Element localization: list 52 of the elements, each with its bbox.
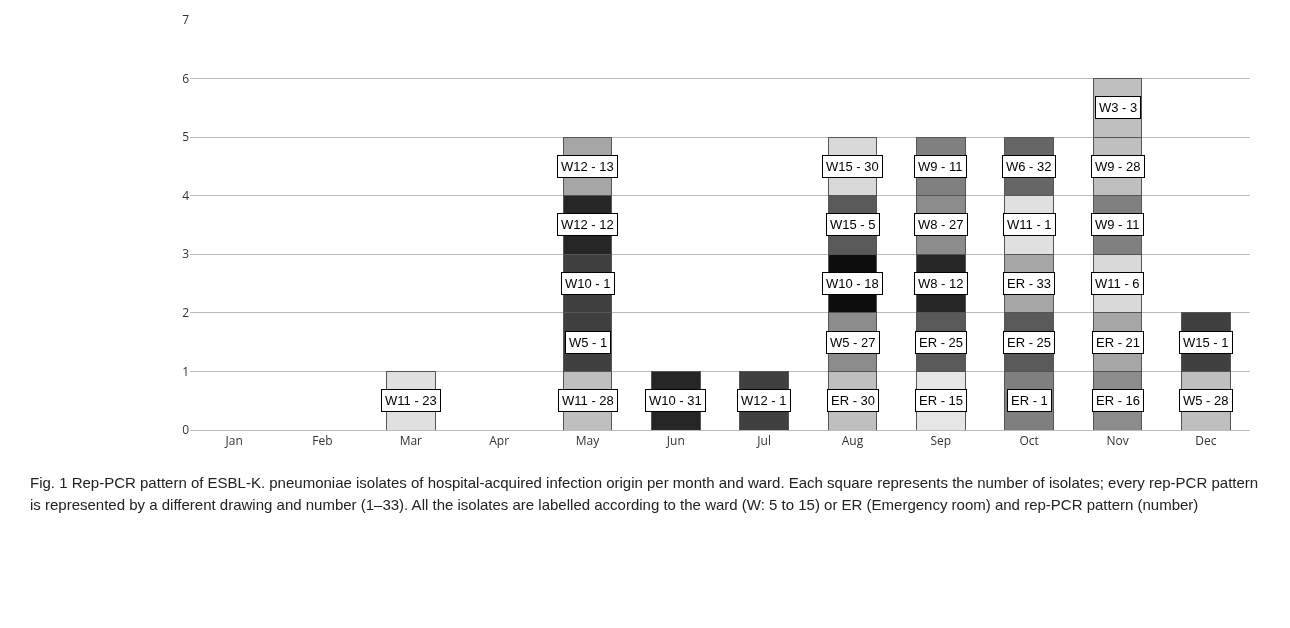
annotation: W10 - 18: [826, 276, 879, 291]
x-tick-label: Jun: [665, 432, 685, 450]
annotation: W10 - 31: [649, 393, 702, 408]
y-tick-label: 7: [182, 11, 190, 29]
x-tick-label: Nov: [1106, 432, 1129, 450]
y-tick-label: 5: [182, 128, 190, 146]
annotation: W12 - 13: [561, 159, 614, 174]
annotation: ER - 25: [1007, 335, 1052, 350]
annotation: W11 - 6: [1095, 276, 1140, 291]
annotation: W15 - 1: [1183, 335, 1229, 350]
y-tick-label: 3: [182, 245, 190, 263]
x-tick-label: Jul: [756, 432, 771, 450]
y-tick-label: 4: [182, 186, 190, 204]
y-tick-label: 1: [182, 362, 189, 380]
annotation: W5 - 27: [830, 335, 876, 350]
annotation: ER - 1: [1011, 393, 1048, 408]
x-tick-label: Dec: [1195, 432, 1217, 450]
annotation: ER - 16: [1096, 393, 1141, 408]
annotation: ER - 15: [919, 393, 964, 408]
annotation: W15 - 30: [826, 159, 879, 174]
annotation: ER - 30: [831, 393, 876, 408]
y-tick-label: 6: [182, 69, 190, 87]
annotation: W11 - 23: [385, 393, 437, 408]
annotation: W11 - 1: [1007, 217, 1052, 232]
annotation: ER - 25: [919, 335, 964, 350]
annotation: W11 - 28: [562, 393, 614, 408]
x-tick-label: Apr: [489, 432, 510, 450]
y-tick-label: 0: [182, 421, 190, 439]
annotation: W3 - 3: [1099, 100, 1138, 115]
x-tick-label: Aug: [841, 432, 864, 450]
annotation: ER - 21: [1096, 335, 1141, 350]
annotation: W12 - 12: [561, 217, 614, 232]
y-tick-label: 2: [182, 304, 190, 322]
annotation: W9 - 11: [918, 159, 963, 174]
annotation: W12 - 1: [741, 393, 787, 408]
x-tick-label: Feb: [312, 432, 333, 450]
x-tick-label: Sep: [930, 432, 952, 450]
annotation: W9 - 28: [1095, 159, 1141, 174]
annotation: ER - 33: [1007, 276, 1052, 291]
annotation: W6 - 32: [1006, 159, 1052, 174]
caption: Fig. 1 Rep-PCR pattern of ESBL-K. pneumoniae isolates of hospital-acquired infection origin per month and ward. Each square represents the number of isolates; every rep-PCR pattern is represented by a different drawing and number (1–33). All the isolates are labelled according to the ward (W: 5 to 15) or ER (Emergency room) and rep-PCR pattern (number): [30, 473, 1260, 515]
annotation: W5 - 1: [569, 335, 608, 350]
x-tick-label: Oct: [1019, 432, 1039, 450]
annotation: W10 - 1: [565, 276, 611, 291]
annotation: W8 - 12: [918, 276, 964, 291]
x-tick-label: May: [575, 432, 601, 450]
annotation: W9 - 11: [1095, 217, 1140, 232]
annotation: W8 - 27: [918, 217, 964, 232]
x-tick-label: Mar: [399, 432, 423, 450]
x-tick-label: Jan: [224, 432, 243, 450]
annotation: W5 - 28: [1183, 393, 1229, 408]
annotation: W15 - 5: [830, 217, 876, 232]
